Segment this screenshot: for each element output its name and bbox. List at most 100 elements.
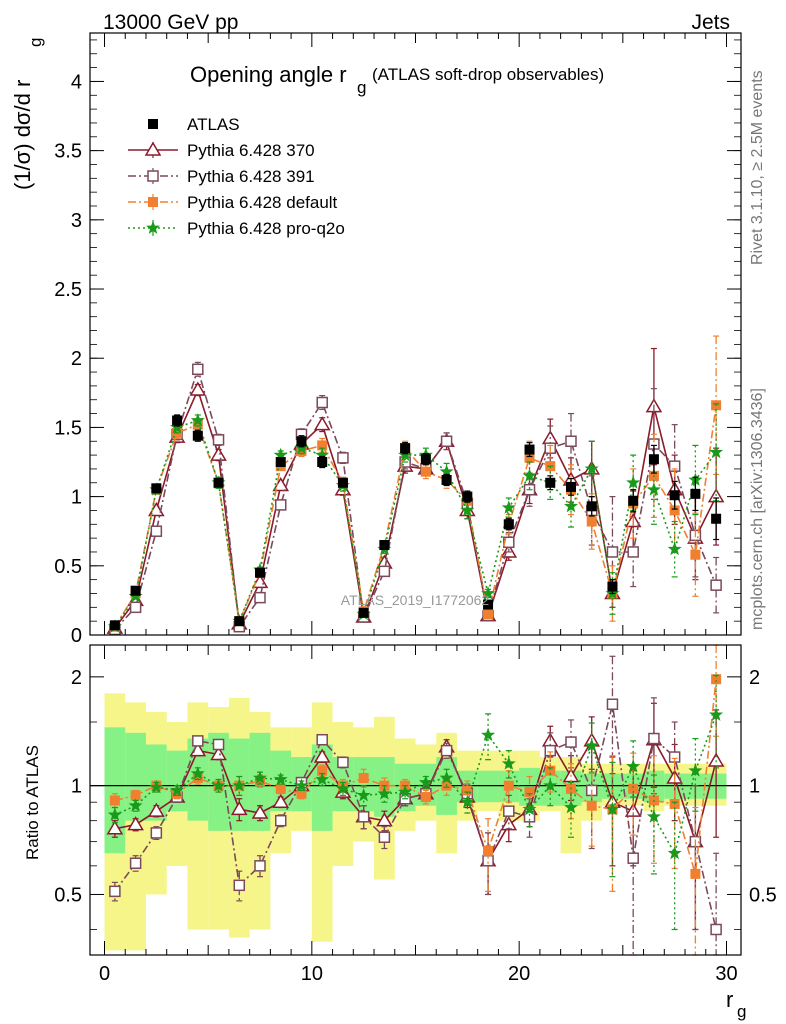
top-point	[192, 430, 203, 441]
top-point	[379, 540, 390, 551]
ratio-y-tick-label-right: 2	[749, 667, 760, 689]
ratio-point	[272, 793, 290, 808]
ratio-point	[170, 783, 185, 797]
top-point	[460, 503, 475, 517]
legend-label-pythia-6-428-default: Pythia 6.428 default	[187, 193, 338, 212]
legend-label-atlas: ATLAS	[187, 115, 240, 134]
ratio-point	[211, 778, 226, 792]
top-point	[524, 452, 535, 463]
ratio-point	[377, 786, 392, 800]
top-point	[524, 444, 535, 455]
top-point	[400, 443, 411, 454]
top-point	[212, 434, 225, 446]
chart-title-sub: g	[357, 78, 366, 97]
ratio-y-axis-label: Ratio to ATLAS	[23, 745, 42, 860]
ratio-point	[462, 785, 473, 796]
top-point	[690, 549, 701, 560]
ratio-point	[564, 800, 578, 814]
y-axis-label: (1/σ) dσ/d r	[10, 80, 35, 190]
ratio-point	[376, 812, 393, 827]
y-tick-label: 0.5	[54, 556, 82, 578]
top-point	[503, 519, 514, 530]
ratio-panel-series	[90, 644, 741, 956]
top-point	[192, 419, 203, 430]
top-point	[150, 525, 163, 537]
ratio-line-pythia-6-428-391	[114, 704, 717, 930]
top-point	[274, 499, 287, 511]
ratio-point	[627, 852, 639, 864]
chart-title: Opening angle r	[190, 62, 347, 87]
top-point	[667, 541, 682, 556]
ratio-point	[317, 765, 328, 776]
ratio-point	[503, 805, 515, 817]
ratio-point	[439, 770, 454, 784]
ratio-point	[710, 923, 722, 936]
ratio-point	[378, 831, 391, 843]
side-text-top: Rivet 3.1.10, ≥ 2.5M events	[749, 70, 766, 265]
ratio-point	[129, 857, 142, 869]
top-point	[710, 579, 722, 591]
top-point	[190, 413, 205, 427]
ratio-point	[667, 845, 682, 860]
top-panel-axes: 0 0.5 1 1.5 2 2.5 3 3.5 4	[54, 32, 742, 647]
y-tick-label: 4	[71, 71, 82, 93]
ratio-point	[253, 770, 267, 784]
y-axis-label-group: (1/σ) dσ/d r g	[10, 38, 45, 190]
top-point	[358, 607, 369, 618]
ratio-line-pythia-6-428-pro-q2o	[114, 714, 717, 856]
top-point	[628, 495, 639, 506]
top-point	[564, 498, 578, 513]
y-tick-label: 3.5	[54, 141, 82, 163]
ratio-point	[210, 745, 227, 761]
ratio-point	[127, 816, 144, 831]
top-point	[501, 500, 516, 514]
ratio-band-inner	[477, 770, 499, 803]
top-point	[690, 488, 701, 499]
ratio-point	[150, 827, 163, 839]
top-point	[275, 457, 286, 468]
legend-marker-atlas	[148, 119, 158, 129]
ratio-point	[294, 778, 309, 792]
y-tick-label: 1.5	[54, 417, 82, 439]
top-point	[545, 477, 556, 488]
top-point	[648, 454, 659, 465]
x-tick-label: 20	[508, 963, 530, 985]
header-left: 13000 GeV pp	[103, 11, 238, 34]
ratio-point	[109, 885, 121, 898]
ratio-point	[358, 773, 369, 784]
top-point	[709, 444, 724, 459]
ratio-band-inner	[104, 727, 126, 854]
y-tick-label: 1	[71, 487, 82, 509]
top-point	[317, 457, 328, 468]
ratio-point	[274, 814, 287, 827]
x-tick-label: 30	[715, 963, 737, 985]
top-point	[627, 546, 639, 558]
ratio-point	[501, 756, 516, 770]
legend-marker-pythia-6-428-391	[147, 170, 159, 182]
top-point	[337, 452, 349, 464]
legend: ATLAS Pythia 6.428 370 Pythia 6.428 391 Pyt…	[128, 115, 345, 238]
ratio-point	[315, 772, 330, 786]
ratio-point	[648, 732, 660, 745]
top-point	[441, 475, 452, 486]
top-point	[483, 599, 494, 610]
ratio-point	[481, 727, 496, 742]
ratio-point	[337, 756, 349, 769]
top-point	[255, 567, 266, 578]
ratio-point	[584, 738, 599, 752]
ratio-point	[605, 801, 620, 816]
ratio-point	[128, 798, 143, 812]
ratio-point	[190, 766, 205, 780]
ratio-point	[335, 781, 350, 795]
ratio-point	[483, 845, 494, 856]
y-tick-label: 0	[71, 625, 82, 647]
chart-title-main: Opening angle r	[190, 62, 347, 87]
top-point	[296, 436, 307, 447]
ratio-point	[420, 792, 431, 803]
top-line-pythia-6-428-391	[114, 366, 717, 631]
ratio-point	[109, 795, 120, 806]
top-series-atlas	[109, 414, 722, 631]
top-point	[503, 536, 515, 549]
top-point	[565, 435, 577, 448]
